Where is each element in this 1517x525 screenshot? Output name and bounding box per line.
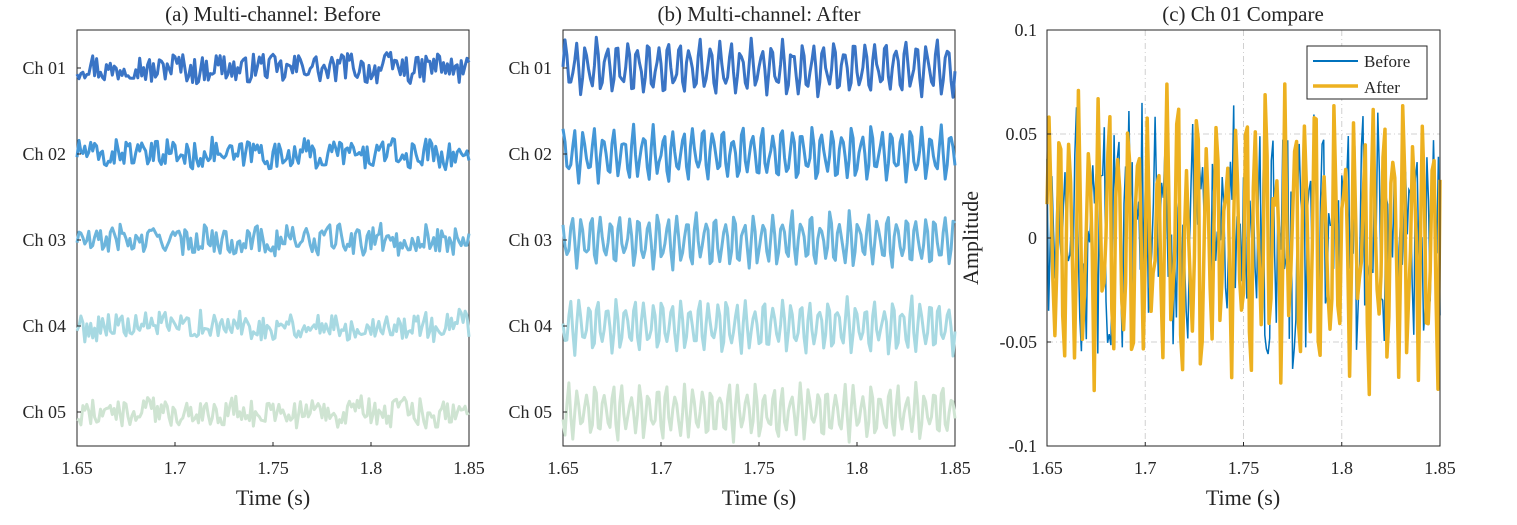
y-tick-label: 0.05 <box>1006 124 1038 144</box>
series-line-ch-2 <box>561 122 957 185</box>
panel-c-series <box>1045 82 1442 397</box>
channel-label: Ch 01 <box>22 58 66 78</box>
channel-label: Ch 05 <box>508 402 552 422</box>
panel-b: (b) Multi-channel: After Time (s) Ch 01 C… <box>508 2 970 510</box>
series-line-ch-5 <box>76 394 470 430</box>
x-tick-label: 1.7 <box>1134 458 1157 478</box>
legend-after-label: After <box>1364 78 1400 97</box>
x-tick-label: 1.8 <box>846 458 869 478</box>
legend-box <box>1306 45 1428 100</box>
series-line-ch-1 <box>75 50 471 86</box>
x-tick-label: 1.85 <box>1424 458 1456 478</box>
series-line-ch-5 <box>561 380 957 444</box>
legend-before-label: Before <box>1364 52 1410 71</box>
panel-a-series <box>75 50 471 430</box>
channel-label: Ch 04 <box>22 316 66 336</box>
panel-c-title: (c) Ch 01 Compare <box>1162 2 1324 26</box>
channel-label: Ch 02 <box>508 144 552 164</box>
panel-c-xlabel: Time (s) <box>1206 485 1280 510</box>
series-line-ch-4 <box>75 307 471 344</box>
x-tick-label: 1.8 <box>360 458 383 478</box>
series-line-ch-2 <box>75 135 471 172</box>
panel-b-xlabel: Time (s) <box>722 485 796 510</box>
y-tick-label: 0.1 <box>1015 20 1038 40</box>
x-tick-label: 1.65 <box>61 458 93 478</box>
channel-label: Ch 02 <box>22 144 66 164</box>
series-line-ch-3 <box>75 221 471 258</box>
series-line-after <box>1045 82 1442 397</box>
y-tick-label: 0 <box>1028 228 1037 248</box>
y-tick-label: -0.05 <box>1000 332 1038 352</box>
y-tick-label: -0.1 <box>1009 436 1038 456</box>
panel-b-title: (b) Multi-channel: After <box>658 2 861 26</box>
channel-label: Ch 01 <box>508 58 552 78</box>
panel-c-ylabel: Amplitude <box>958 191 983 285</box>
panel-c: (c) Ch 01 Compare Time (s) Amplitude 0.1… <box>958 2 1456 510</box>
x-tick-label: 1.75 <box>743 458 775 478</box>
panel-a-title: (a) Multi-channel: Before <box>165 2 381 26</box>
panel-b-series <box>561 35 957 444</box>
channel-label: Ch 04 <box>508 316 552 336</box>
channel-label: Ch 03 <box>22 230 66 250</box>
series-line-ch-4 <box>561 294 957 358</box>
x-tick-label: 1.7 <box>164 458 187 478</box>
x-tick-label: 1.85 <box>939 458 971 478</box>
channel-label: Ch 03 <box>508 230 552 250</box>
x-tick-label: 1.65 <box>547 458 579 478</box>
panel-a-xlabel: Time (s) <box>236 485 310 510</box>
x-tick-label: 1.8 <box>1331 458 1354 478</box>
x-tick-label: 1.65 <box>1031 458 1063 478</box>
series-line-ch-3 <box>561 209 957 272</box>
channel-label: Ch 05 <box>22 402 66 422</box>
x-tick-label: 1.7 <box>650 458 673 478</box>
legend: Before After <box>1306 45 1428 100</box>
series-line-ch-1 <box>561 35 957 99</box>
x-tick-label: 1.75 <box>1228 458 1260 478</box>
panel-a: (a) Multi-channel: Before Time (s) Ch 01… <box>22 2 484 510</box>
x-tick-label: 1.75 <box>257 458 289 478</box>
x-tick-label: 1.85 <box>453 458 485 478</box>
